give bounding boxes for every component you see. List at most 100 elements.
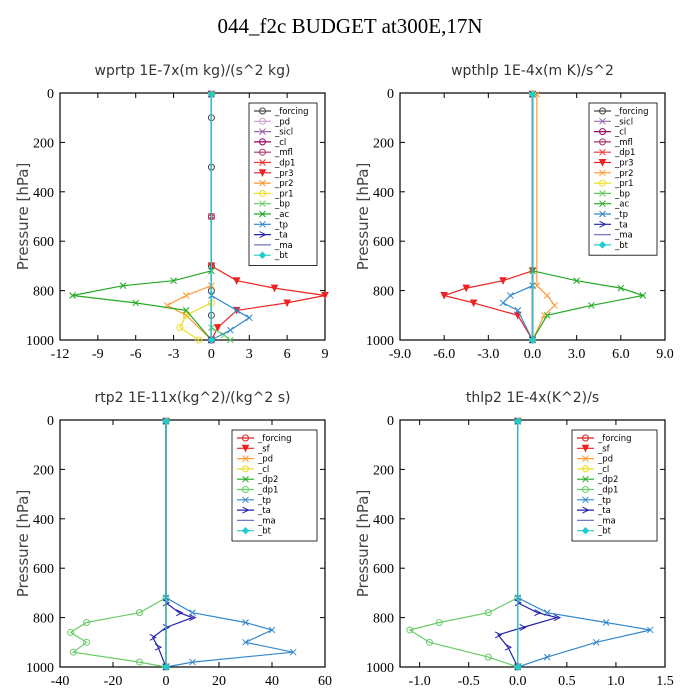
y-tick-label: 0 — [47, 414, 54, 429]
y-tick-label: 400 — [373, 513, 394, 528]
series-line-pr3 — [442, 94, 534, 341]
legend-label: _pd — [257, 455, 273, 465]
legend-marker — [598, 159, 607, 167]
series-group — [69, 90, 329, 345]
y-axis-label: Pressure [hPa] — [14, 163, 32, 271]
series-point — [406, 626, 414, 634]
y-tick-label: 800 — [33, 612, 54, 627]
series-point — [227, 336, 234, 344]
series-point — [283, 299, 291, 308]
x-tick-label: -1.0 — [409, 674, 431, 689]
legend-marker — [242, 486, 249, 493]
series-point — [321, 292, 329, 300]
series-point — [435, 619, 443, 627]
legend-label: _pr3 — [614, 159, 634, 169]
series-point — [119, 282, 127, 290]
panel-3: rtp2 1E-11x(kg^2)/(kg^2 s) Pressure [hPa]… — [14, 390, 332, 689]
series-point — [189, 658, 196, 666]
y-tick-label: 800 — [373, 612, 394, 627]
series-point — [232, 277, 241, 285]
y-tick-label: 1000 — [26, 661, 54, 676]
series-line-pr2 — [531, 94, 556, 341]
legend-marker — [259, 179, 266, 187]
legend-marker — [258, 169, 267, 177]
legend-label: _pr2 — [614, 169, 634, 179]
legend-marker — [259, 210, 266, 218]
legend-marker — [259, 107, 266, 115]
legend-label: _dp1 — [614, 148, 635, 158]
series-point — [176, 609, 184, 617]
legend-label: _sf — [597, 444, 611, 454]
legend-label: _pr1 — [614, 179, 634, 189]
series-point — [83, 619, 90, 627]
legend-marker — [598, 241, 607, 249]
y-tick-label: 0 — [387, 87, 394, 102]
legend-label: _bt — [597, 527, 612, 537]
legend-label: _cl — [614, 128, 626, 138]
panel-title: wpthlp 1E-4x(m K)/s^2 — [451, 63, 614, 79]
legend-marker — [581, 444, 590, 453]
legend-label: _ac — [614, 200, 629, 210]
series-point — [162, 624, 171, 631]
legend-marker — [242, 475, 249, 483]
series-point — [136, 609, 143, 617]
y-tick-label: 600 — [373, 562, 394, 577]
y-tick-label: 600 — [33, 235, 54, 250]
plot-frame — [399, 419, 666, 668]
series-point — [149, 633, 157, 641]
legend-label: _dp1 — [597, 486, 618, 496]
series-point — [484, 653, 492, 661]
series-point — [425, 638, 433, 646]
legend-marker — [259, 200, 266, 208]
x-tick-label: -0.5 — [458, 674, 480, 689]
legend-marker — [242, 496, 249, 504]
series-point — [182, 292, 190, 299]
series-point — [242, 638, 249, 646]
series-point — [227, 326, 234, 334]
series-point — [162, 663, 170, 671]
series-line-tp — [502, 94, 534, 341]
y-tick-label: 200 — [373, 136, 394, 151]
legend-label: _cl — [274, 138, 286, 148]
series-point — [162, 417, 170, 425]
legend-label: _dp2 — [597, 475, 618, 485]
legend: _forcing_sf_pd_cl_dp2_dp1_tp_ta_ma_bt — [231, 429, 318, 542]
legend-label: _forcing — [257, 434, 292, 444]
series-point — [289, 648, 297, 656]
x-tick-label: -3 — [168, 347, 180, 362]
series-point — [543, 311, 551, 319]
series-point — [588, 302, 595, 309]
series-point — [67, 628, 75, 636]
plot-frame — [59, 92, 326, 341]
x-tick-label: 20 — [212, 674, 226, 689]
x-tick-label: 1.5 — [656, 674, 674, 689]
series-point — [514, 663, 522, 671]
series-point — [514, 307, 522, 314]
legend-label: _ac — [274, 210, 289, 220]
legend-marker — [242, 506, 250, 514]
series-point — [154, 643, 163, 651]
series-point — [543, 292, 551, 299]
x-tick-label: -9.0 — [389, 347, 411, 362]
panel-1: wprtp 1E-7x(m kg)/(s^2 kg) Pressure [hPa]… — [14, 63, 329, 362]
series-point — [213, 324, 222, 332]
legend-marker — [581, 526, 590, 535]
x-tick-label: -40 — [51, 674, 70, 689]
x-tick-label: -6 — [130, 347, 142, 362]
series-group — [440, 90, 647, 345]
legend-label: _dp1 — [274, 159, 295, 169]
legend-label: _pd — [597, 455, 613, 465]
legend-label: _ta — [614, 220, 628, 230]
x-tick-label: 6.0 — [612, 347, 630, 362]
x-tick-label: 9 — [322, 347, 329, 362]
legend-label: _dp2 — [257, 475, 278, 485]
series-point — [268, 626, 276, 634]
series-point — [136, 658, 143, 666]
legend-label: _ma — [257, 516, 276, 526]
x-tick-label: 3.0 — [568, 347, 586, 362]
legend-marker — [259, 189, 266, 197]
series-group — [406, 417, 654, 672]
x-tick-label: -3.0 — [477, 347, 499, 362]
series-point — [573, 277, 581, 285]
legend-marker — [599, 128, 606, 136]
